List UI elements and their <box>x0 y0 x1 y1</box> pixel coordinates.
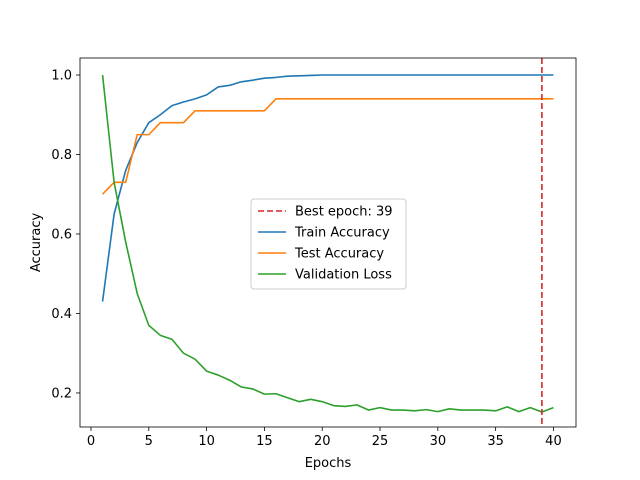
legend-label-validation-loss: Validation Loss <box>295 268 392 283</box>
series-line-test-accuracy <box>101 98 554 195</box>
x-tick-label: 25 <box>372 434 389 449</box>
x-tick-label: 5 <box>145 434 153 449</box>
plot-area <box>101 58 554 427</box>
legend-label-train-accuracy: Train Accuracy <box>294 226 390 241</box>
legend-box <box>250 198 407 290</box>
x-tick-label: 0 <box>87 434 95 449</box>
legend-label-best-epoch: Best epoch: 39 <box>295 205 393 220</box>
x-axis: 0 5 10 15 20 25 30 35 40 <box>87 427 562 449</box>
x-tick-label: 20 <box>314 434 331 449</box>
y-axis-label: Accuracy <box>29 213 44 273</box>
y-tick-label: 1.0 <box>51 69 72 84</box>
y-axis: 0.2 0.4 0.6 0.8 1.0 <box>51 69 80 401</box>
y-tick-label: 0.2 <box>51 386 72 401</box>
y-tick-label: 0.4 <box>51 307 72 322</box>
y-tick-label: 0.8 <box>51 148 72 163</box>
x-tick-label: 30 <box>430 434 447 449</box>
series-line-validation-loss <box>101 74 554 413</box>
axes-frame <box>79 57 577 428</box>
x-tick-label: 40 <box>545 434 562 449</box>
y-tick-label: 0.6 <box>51 227 72 242</box>
x-tick-label: 10 <box>198 434 215 449</box>
x-axis-label: Epochs <box>305 456 352 471</box>
legend-label-test-accuracy: Test Accuracy <box>294 247 384 262</box>
x-tick-label: 15 <box>256 434 273 449</box>
legend: Best epoch: 39 Train Accuracy Test Accurac… <box>250 198 407 290</box>
x-tick-label: 35 <box>487 434 504 449</box>
series-line-train-accuracy <box>101 74 554 302</box>
